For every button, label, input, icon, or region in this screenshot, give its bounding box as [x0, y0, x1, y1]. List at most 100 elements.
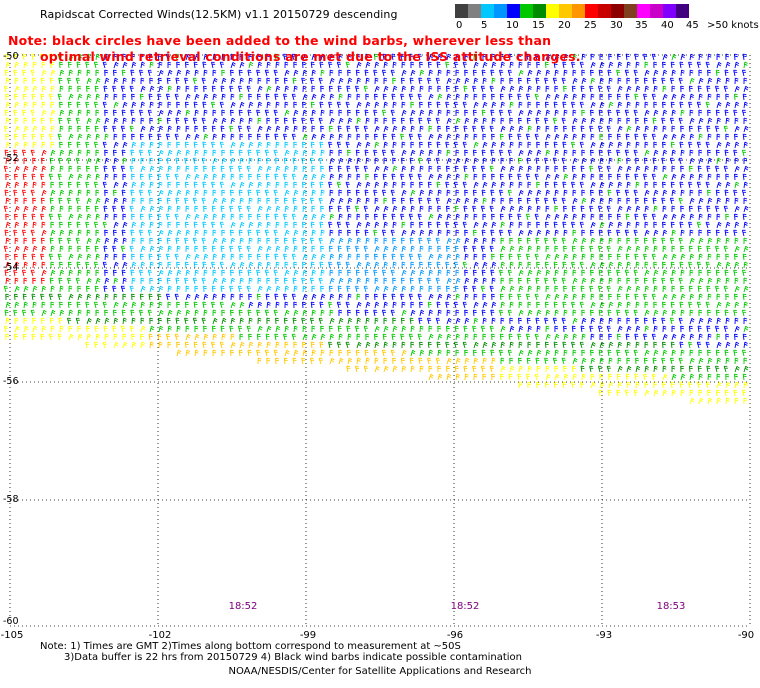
wind-barb	[392, 141, 397, 149]
wind-barb	[194, 293, 200, 301]
wind-barb	[311, 109, 316, 117]
wind-barb	[130, 69, 135, 77]
wind-barb	[167, 165, 172, 173]
wind-barb	[67, 261, 72, 269]
wind-barb	[437, 189, 442, 197]
wind-barb	[291, 213, 296, 221]
wind-barb	[698, 109, 703, 117]
wind-barb	[527, 261, 532, 268]
wind-barb	[491, 253, 495, 261]
wind-barb	[698, 213, 703, 221]
wind-barb	[428, 269, 433, 277]
wind-barb	[563, 293, 569, 301]
wind-barb	[716, 181, 722, 189]
wind-barb	[599, 301, 605, 309]
wind-barb	[688, 141, 693, 149]
wind-barb	[185, 109, 191, 117]
wind-barb	[59, 85, 64, 93]
wind-barb	[464, 229, 468, 237]
wind-barb	[616, 133, 621, 141]
wind-barb	[329, 69, 334, 77]
wind-barb	[590, 181, 596, 189]
wind-barb	[662, 285, 667, 293]
wind-barb	[311, 285, 316, 292]
wind-barb	[85, 141, 90, 149]
wind-barb	[562, 261, 567, 269]
wind-barb	[509, 197, 514, 205]
wind-barb	[77, 253, 83, 261]
wind-barb	[617, 85, 623, 93]
wind-barb	[698, 269, 703, 277]
wind-barb	[131, 221, 137, 229]
legend-swatch	[494, 4, 507, 18]
wind-barb	[122, 317, 127, 325]
wind-barb	[499, 293, 504, 301]
wind-barb	[472, 309, 477, 317]
wind-barb	[590, 93, 595, 101]
wind-barb	[624, 269, 630, 277]
wind-barb	[671, 69, 676, 77]
wind-barb	[14, 333, 18, 341]
wind-barb	[264, 349, 270, 357]
wind-barb	[490, 189, 495, 197]
wind-barb	[724, 389, 729, 397]
wind-barb	[147, 269, 152, 277]
wind-barb	[552, 197, 558, 205]
wind-barb	[86, 77, 92, 85]
wind-barb	[579, 341, 584, 349]
wind-barb	[678, 117, 683, 125]
wind-barb	[230, 157, 236, 165]
wind-barb	[239, 261, 245, 269]
wind-barb	[437, 293, 443, 301]
wind-barb	[320, 269, 325, 277]
wind-barb	[302, 221, 306, 229]
wind-barb	[318, 77, 323, 85]
wind-barb	[608, 157, 613, 165]
wind-barb	[616, 389, 621, 397]
wind-barb	[525, 253, 531, 261]
wind-barb	[625, 213, 630, 221]
wind-barb	[518, 109, 524, 117]
wind-barb	[401, 261, 406, 269]
wind-barb	[50, 325, 55, 333]
wind-barb	[401, 349, 407, 357]
wind-barb	[427, 157, 432, 165]
wind-barb	[473, 101, 479, 109]
wind-barb	[390, 189, 395, 197]
wind-barb	[527, 221, 532, 228]
wind-barb	[23, 61, 28, 69]
wind-barb	[23, 85, 29, 93]
wind-barb	[626, 85, 632, 93]
wind-barb	[283, 133, 288, 141]
wind-barb	[264, 109, 270, 117]
wind-barb	[14, 213, 18, 221]
wind-barb	[32, 205, 38, 213]
wind-barb	[14, 197, 19, 205]
wind-barb	[509, 277, 514, 285]
wind-barb	[165, 173, 171, 181]
wind-barb	[68, 165, 73, 173]
wind-barb	[419, 301, 423, 309]
wind-barb	[652, 357, 657, 365]
wind-barb	[310, 141, 315, 149]
wind-barb	[608, 237, 613, 245]
wind-barb	[536, 181, 540, 189]
wind-barb	[653, 341, 658, 349]
wind-barb	[194, 285, 199, 293]
wind-barb	[185, 269, 191, 277]
wind-barb	[401, 101, 406, 109]
wind-barb	[365, 277, 370, 285]
wind-barb	[446, 349, 451, 357]
wind-barb	[93, 101, 99, 109]
wind-barb	[716, 197, 721, 205]
wind-barb	[257, 85, 263, 93]
wind-barb	[680, 189, 685, 197]
wind-barb	[203, 69, 208, 77]
wind-barb	[293, 221, 298, 229]
wind-barb	[392, 341, 397, 349]
wind-barb	[490, 69, 495, 77]
wind-barb	[428, 213, 434, 221]
wind-barb	[248, 333, 252, 341]
wind-barb	[634, 293, 639, 301]
